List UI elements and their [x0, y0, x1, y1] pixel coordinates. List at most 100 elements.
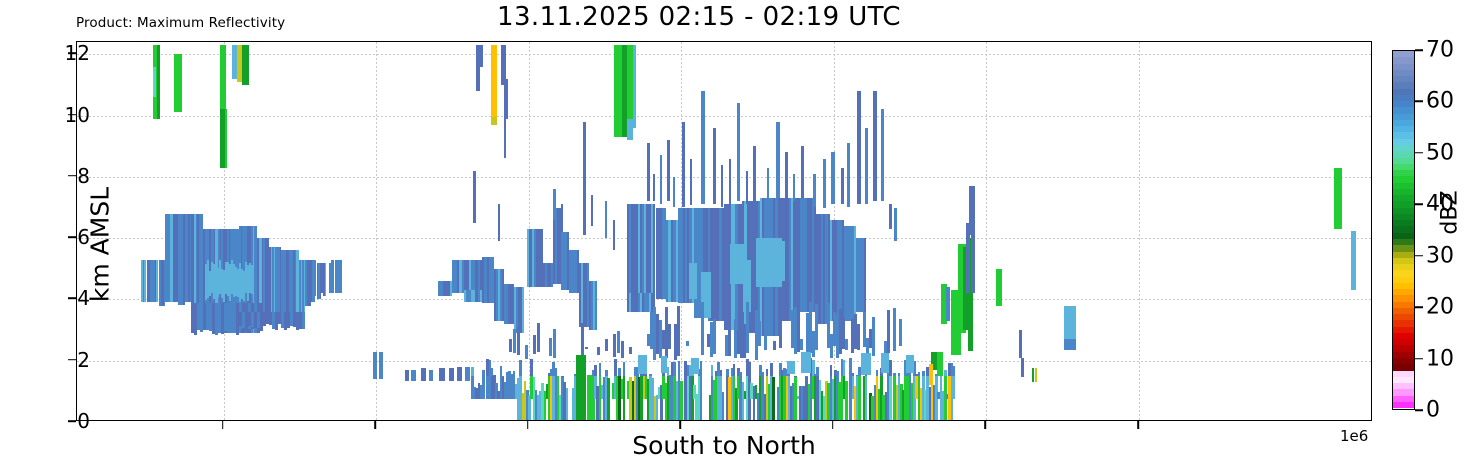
reflectivity-cell [651, 377, 654, 420]
reflectivity-cell [948, 374, 951, 420]
colorbar-segment [1393, 345, 1414, 352]
reflectivity-cell [258, 238, 261, 324]
reflectivity-cell [750, 382, 753, 399]
reflectivity-cell [585, 262, 588, 327]
reflectivity-cell [897, 372, 901, 376]
reflectivity-cell [248, 311, 252, 326]
reflectivity-cell [661, 356, 667, 373]
colorbar-tick-mark [1415, 409, 1423, 411]
reflectivity-cell [230, 302, 234, 329]
reflectivity-cell [561, 232, 564, 291]
reflectivity-cell [559, 207, 562, 285]
reflectivity-cell [675, 380, 679, 420]
reflectivity-cell [534, 389, 538, 420]
reflectivity-cell [549, 338, 552, 356]
reflectivity-cell [633, 293, 637, 312]
reflectivity-cell [948, 363, 951, 376]
reflectivity-cell [519, 359, 522, 377]
reflectivity-cell [790, 386, 793, 420]
reflectivity-cell [303, 259, 306, 312]
reflectivity-cell [650, 312, 653, 349]
reflectivity-cell [273, 247, 276, 315]
reflectivity-cell [565, 388, 569, 420]
reflectivity-cell [294, 250, 297, 312]
reflectivity-cell [734, 319, 737, 359]
plot-area[interactable] [76, 41, 1372, 421]
colorbar-segment [1393, 201, 1414, 208]
reflectivity-cell [829, 365, 833, 376]
reflectivity-cell [952, 374, 956, 399]
reflectivity-cell [767, 167, 769, 202]
reflectivity-cell [165, 213, 167, 303]
colorbar-segment [1393, 389, 1414, 396]
reflectivity-cell [737, 330, 740, 354]
reflectivity-cell [770, 362, 773, 376]
reflectivity-cell [856, 375, 859, 420]
reflectivity-cell [484, 256, 488, 303]
reflectivity-cell [225, 262, 228, 294]
reflectivity-cell [198, 213, 201, 312]
reflectivity-cell [329, 262, 331, 294]
reflectivity-cell [845, 381, 848, 420]
reflectivity-cell [549, 262, 552, 288]
reflectivity-cell [517, 378, 520, 420]
reflectivity-cell [655, 394, 659, 420]
colorbar-segment [1393, 226, 1414, 233]
reflectivity-cell [260, 311, 264, 327]
reflectivity-cell [473, 259, 476, 291]
reflectivity-cell [194, 213, 196, 312]
reflectivity-cell [538, 228, 542, 288]
colorbar-segment [1393, 195, 1414, 202]
colorbar[interactable] [1392, 50, 1415, 410]
reflectivity-cell [851, 373, 855, 377]
reflectivity-cell [834, 369, 837, 376]
reflectivity-cell [842, 374, 846, 399]
reflectivity-cell [682, 207, 686, 303]
colorbar-tick-label: 70 [1426, 37, 1454, 63]
reflectivity-cell [650, 293, 654, 312]
reflectivity-cell [179, 213, 182, 306]
reflectivity-cell [666, 219, 669, 303]
reflectivity-cell [284, 250, 286, 312]
x-tick-mark [832, 421, 834, 429]
reflectivity-cell [281, 250, 283, 312]
reflectivity-cell [846, 225, 850, 321]
reflectivity-cell [791, 198, 794, 321]
reflectivity-cell [686, 341, 689, 346]
reflectivity-cell [464, 290, 467, 303]
reflectivity-cell [714, 207, 718, 321]
reflectivity-cell [721, 164, 723, 208]
reflectivity-cell [684, 361, 687, 376]
reflectivity-cell [236, 302, 240, 335]
reflectivity-cell [660, 207, 663, 300]
reflectivity-cell [839, 219, 842, 321]
reflectivity-cell [311, 259, 313, 303]
colorbar-segment [1393, 94, 1414, 102]
reflectivity-cell [642, 204, 645, 294]
gridline-vertical [986, 42, 988, 420]
colorbar-segment [1393, 370, 1414, 377]
reflectivity-cell [519, 374, 522, 420]
colorbar-segment [1393, 395, 1414, 402]
reflectivity-cell [748, 374, 751, 420]
reflectivity-cell [779, 374, 782, 420]
reflectivity-cell [465, 366, 470, 381]
reflectivity-cell [853, 225, 857, 321]
reflectivity-cell [740, 328, 743, 358]
colorbar-segment [1393, 257, 1414, 265]
reflectivity-cell [486, 374, 489, 399]
reflectivity-cell [613, 333, 616, 358]
reflectivity-cell [308, 259, 310, 306]
reflectivity-cell [539, 390, 542, 420]
reflectivity-cell [809, 302, 812, 353]
reflectivity-cell [297, 250, 300, 312]
reflectivity-cell [1035, 368, 1037, 383]
reflectivity-cell [209, 302, 213, 331]
reflectivity-cell [476, 45, 480, 92]
reflectivity-cell [809, 357, 813, 377]
reflectivity-cell [656, 207, 659, 300]
reflectivity-cell [652, 293, 656, 312]
reflectivity-cell [668, 219, 672, 303]
reflectivity-cell [504, 284, 507, 324]
reflectivity-cell [576, 354, 586, 420]
